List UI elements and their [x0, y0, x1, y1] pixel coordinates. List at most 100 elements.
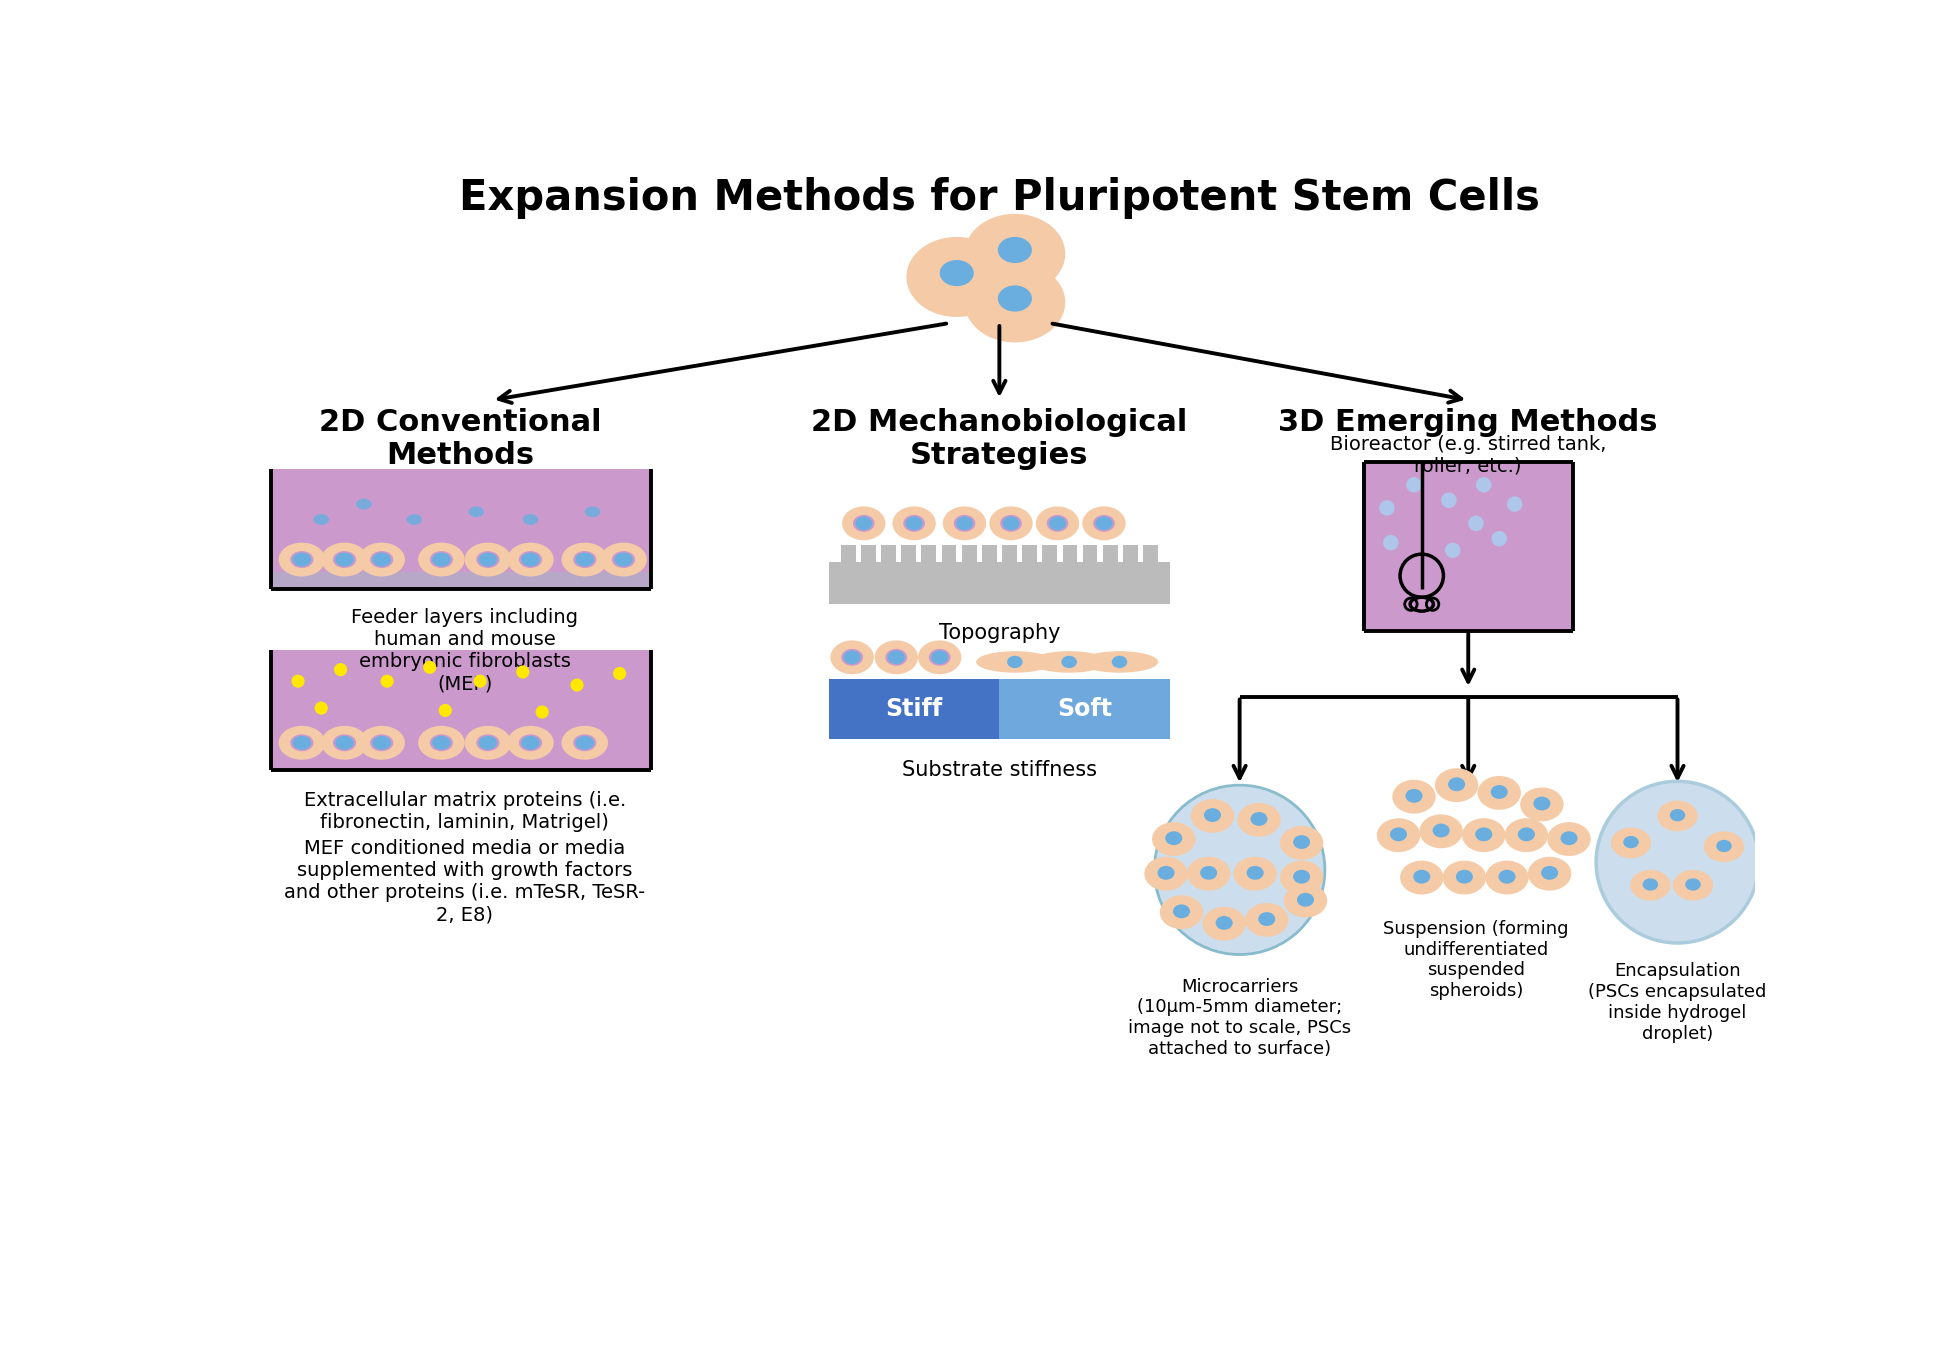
Ellipse shape — [942, 506, 987, 540]
Ellipse shape — [1486, 861, 1529, 894]
Ellipse shape — [956, 517, 973, 531]
Ellipse shape — [478, 553, 497, 566]
Ellipse shape — [335, 553, 353, 566]
Circle shape — [1383, 535, 1398, 550]
Ellipse shape — [291, 551, 314, 568]
Ellipse shape — [932, 650, 948, 665]
Ellipse shape — [1160, 895, 1203, 930]
Ellipse shape — [1669, 809, 1685, 821]
Ellipse shape — [1283, 884, 1328, 917]
Text: MEF conditioned media or media
supplemented with growth factors
and other protei: MEF conditioned media or media supplemen… — [285, 839, 645, 924]
Ellipse shape — [876, 640, 918, 675]
Circle shape — [1468, 515, 1484, 531]
Ellipse shape — [1035, 506, 1078, 540]
Circle shape — [571, 679, 583, 691]
Ellipse shape — [1704, 831, 1743, 862]
Ellipse shape — [842, 506, 885, 540]
Ellipse shape — [1061, 655, 1076, 668]
FancyBboxPatch shape — [829, 679, 998, 739]
Ellipse shape — [1234, 857, 1277, 891]
Ellipse shape — [1622, 836, 1638, 849]
Circle shape — [1445, 543, 1461, 558]
FancyBboxPatch shape — [1082, 544, 1098, 562]
Ellipse shape — [1716, 840, 1732, 853]
Ellipse shape — [359, 543, 406, 576]
Ellipse shape — [1279, 825, 1324, 860]
Ellipse shape — [1540, 866, 1558, 880]
Ellipse shape — [429, 735, 452, 751]
Ellipse shape — [1560, 831, 1578, 845]
Text: Suspension (forming
undifferentiated
suspended
spheroids): Suspension (forming undifferentiated sus… — [1383, 920, 1568, 1001]
Text: 2D Mechanobiological
Strategies: 2D Mechanobiological Strategies — [811, 407, 1188, 470]
Ellipse shape — [433, 553, 450, 566]
Ellipse shape — [1630, 869, 1671, 901]
Circle shape — [1406, 477, 1422, 492]
Circle shape — [517, 665, 528, 679]
Ellipse shape — [1517, 828, 1535, 842]
FancyBboxPatch shape — [942, 544, 956, 562]
Ellipse shape — [954, 515, 975, 532]
Ellipse shape — [601, 543, 647, 576]
Ellipse shape — [1199, 866, 1217, 880]
Ellipse shape — [314, 514, 330, 525]
Ellipse shape — [1215, 916, 1232, 930]
Circle shape — [1154, 786, 1324, 954]
Ellipse shape — [1112, 655, 1127, 668]
Circle shape — [1507, 496, 1523, 511]
Ellipse shape — [1498, 869, 1515, 884]
Ellipse shape — [965, 262, 1065, 343]
Circle shape — [333, 664, 347, 676]
Text: Microcarriers
(10μm-5mm diameter;
image not to scale, PSCs
attached to surface): Microcarriers (10μm-5mm diameter; image … — [1127, 978, 1351, 1058]
Circle shape — [291, 675, 304, 688]
Ellipse shape — [1158, 866, 1174, 880]
Circle shape — [536, 706, 548, 718]
Ellipse shape — [322, 543, 369, 576]
Ellipse shape — [1279, 861, 1324, 894]
Ellipse shape — [977, 651, 1053, 673]
Ellipse shape — [333, 735, 357, 751]
Ellipse shape — [1414, 869, 1429, 884]
Ellipse shape — [468, 506, 484, 517]
Ellipse shape — [1082, 506, 1125, 540]
Ellipse shape — [885, 648, 907, 666]
Ellipse shape — [989, 506, 1034, 540]
Ellipse shape — [1297, 893, 1314, 906]
Ellipse shape — [844, 650, 860, 665]
Ellipse shape — [417, 725, 464, 760]
Ellipse shape — [1238, 803, 1281, 836]
Ellipse shape — [519, 735, 542, 751]
Ellipse shape — [370, 551, 394, 568]
FancyBboxPatch shape — [829, 562, 1170, 605]
Ellipse shape — [1658, 801, 1698, 831]
Ellipse shape — [928, 648, 950, 666]
Ellipse shape — [507, 543, 554, 576]
Ellipse shape — [585, 506, 601, 517]
Ellipse shape — [464, 543, 511, 576]
Ellipse shape — [1203, 906, 1246, 941]
Ellipse shape — [417, 543, 464, 576]
Ellipse shape — [476, 735, 499, 751]
Ellipse shape — [1174, 905, 1189, 919]
Ellipse shape — [1244, 903, 1289, 936]
Text: Substrate stiffness: Substrate stiffness — [901, 760, 1096, 780]
Ellipse shape — [1476, 828, 1492, 842]
Ellipse shape — [521, 553, 540, 566]
Circle shape — [1492, 531, 1507, 547]
Ellipse shape — [1400, 861, 1443, 894]
Ellipse shape — [372, 736, 392, 750]
FancyBboxPatch shape — [1123, 544, 1137, 562]
Ellipse shape — [1685, 879, 1700, 891]
Circle shape — [474, 675, 488, 688]
Circle shape — [423, 661, 437, 675]
Ellipse shape — [1529, 857, 1572, 891]
FancyBboxPatch shape — [901, 544, 916, 562]
Text: Soft: Soft — [1057, 696, 1112, 721]
FancyBboxPatch shape — [961, 544, 977, 562]
FancyBboxPatch shape — [998, 679, 1170, 739]
Circle shape — [612, 666, 626, 680]
FancyBboxPatch shape — [1143, 544, 1158, 562]
FancyBboxPatch shape — [271, 650, 651, 769]
Ellipse shape — [1152, 823, 1195, 856]
FancyBboxPatch shape — [1002, 544, 1016, 562]
FancyBboxPatch shape — [1043, 544, 1057, 562]
